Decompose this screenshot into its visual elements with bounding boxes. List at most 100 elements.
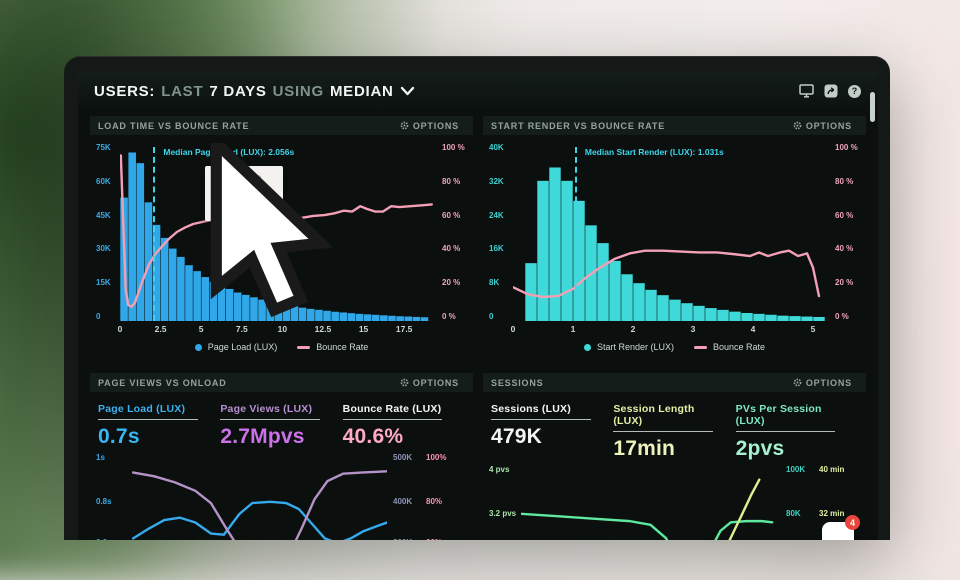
panel-sessions-header: SESSIONS OPTIONS <box>483 373 866 392</box>
panel-start-render-header: START RENDER VS BOUNCE RATE OPTIONS <box>483 116 866 135</box>
axis-tick: 7.5 <box>236 324 248 334</box>
axis-tick: 40 % <box>835 244 866 253</box>
axis-tick: 20 % <box>835 278 866 287</box>
axis-tick: 1s <box>96 453 105 462</box>
title-last: LAST <box>161 83 203 100</box>
gear-icon <box>400 378 409 387</box>
axis-tick: 5 <box>811 324 816 334</box>
options-label: OPTIONS <box>806 378 852 388</box>
axis-tick: 1 <box>571 324 576 334</box>
kpi-value: 40.6% <box>343 425 451 449</box>
axis-tick: 100 % <box>835 143 866 152</box>
kpi-underline <box>220 419 320 420</box>
axis-tick: 4 <box>751 324 756 334</box>
legend-item-bounce-rate[interactable]: Bounce Rate <box>297 342 368 352</box>
kpi-value: 479K <box>491 425 599 449</box>
options-label: OPTIONS <box>413 121 459 131</box>
kpi-label: PVs Per Session (LUX) <box>736 403 844 427</box>
legend-item-page-load[interactable]: Page Load (LUX) <box>195 342 278 352</box>
axis-tick: 16K <box>489 244 504 253</box>
kpi-bounce-rate: Bounce Rate (LUX) 40.6% <box>343 403 465 449</box>
kpi-page-views: Page Views (LUX) 2.7Mpvs <box>220 403 342 449</box>
legend: Start Render (LUX) Bounce Rate <box>483 337 866 357</box>
axis-tick: 80K <box>786 509 810 518</box>
page-views-lines-svg <box>128 453 387 540</box>
share-icon[interactable] <box>823 84 838 98</box>
options-button[interactable]: OPTIONS <box>787 120 858 132</box>
laptop-bezel: USERS: LAST 7 DAYS USING MEDIAN <box>64 56 890 540</box>
kpi-row: Page Load (LUX) 0.7s Page Views (LUX) 2.… <box>90 396 473 451</box>
axis-tick: 40 % <box>442 244 473 253</box>
kpi-value: 2pvs <box>736 437 844 461</box>
axis-tick: 0 <box>489 312 493 321</box>
median-label: Median Start Render (LUX): 1.031s <box>585 147 724 157</box>
axis-tick: 100% <box>426 453 446 462</box>
axis-tick: 32K <box>489 177 504 186</box>
axis-tick: 32 min <box>819 509 844 518</box>
kpi-underline <box>736 431 836 432</box>
options-button[interactable]: OPTIONS <box>787 377 858 389</box>
axis-tick: 15 <box>359 324 368 334</box>
axis-tick: 2 <box>631 324 636 334</box>
axis-tick: 0 <box>118 324 123 334</box>
kpi-label: Session Length (LUX) <box>613 403 721 427</box>
y-axis-right: 100 %80 %60 %40 %20 %0 % <box>435 143 473 321</box>
sessions-lines-svg <box>521 465 780 540</box>
legend: Page Load (LUX) Bounce Rate <box>90 337 473 357</box>
title-median: MEDIAN <box>330 83 394 100</box>
display-icon[interactable] <box>799 84 814 98</box>
panel-title: PAGE VIEWS VS ONLOAD <box>98 378 227 388</box>
options-button[interactable]: OPTIONS <box>394 120 465 132</box>
legend-label: Page Load (LUX) <box>208 342 278 352</box>
axis-tick: 40 min <box>819 465 844 474</box>
panel-title: START RENDER VS BOUNCE RATE <box>491 121 665 131</box>
median-line: Median Start Render (LUX): 1.031s <box>575 147 577 321</box>
kpi-value: 0.7s <box>98 425 206 449</box>
scrollbar-thumb[interactable] <box>870 92 875 122</box>
legend-item-bounce-rate[interactable]: Bounce Rate <box>694 342 765 352</box>
plot-area <box>128 453 387 540</box>
axis-tick: 80K 32 min <box>786 509 844 518</box>
axis-tick: 80 % <box>835 177 866 186</box>
legend-item-start-render[interactable]: Start Render (LUX) <box>584 342 674 352</box>
panel-page-views: PAGE VIEWS VS ONLOAD OPTIONS Page Load (… <box>90 373 473 540</box>
axis-tick: 80 % <box>442 177 473 186</box>
axis-tick: 20 % <box>442 278 473 287</box>
kpi-underline <box>613 431 713 432</box>
panel-page-views-header: PAGE VIEWS VS ONLOAD OPTIONS <box>90 373 473 392</box>
title-users: USERS: <box>94 83 155 100</box>
panel-load-time-header: LOAD TIME VS BOUNCE RATE OPTIONS <box>90 116 473 135</box>
title-using: USING <box>273 83 324 100</box>
help-icon[interactable]: ? <box>847 84 862 98</box>
axis-tick: 100K <box>786 465 810 474</box>
legend-label: Start Render (LUX) <box>597 342 674 352</box>
axis-tick: 30K <box>96 244 111 253</box>
axis-tick: 400K <box>393 497 417 506</box>
chevron-down-icon <box>400 85 415 97</box>
axis-tick: 0 % <box>442 312 473 321</box>
panel-sessions: SESSIONS OPTIONS Sessions (LUX) 479K <box>483 373 866 540</box>
kpi-session-length: Session Length (LUX) 17min <box>613 403 735 461</box>
y-axis-right: 100 %80 %60 %40 %20 %0 % <box>828 143 866 321</box>
start-render-bars-svg <box>513 143 828 321</box>
axis-tick: 0.8s <box>96 497 112 506</box>
chat-launcher[interactable]: 4 <box>822 522 854 540</box>
legend-line <box>297 346 310 349</box>
users-range-dropdown[interactable]: USERS: LAST 7 DAYS USING MEDIAN <box>94 83 415 100</box>
axis-tick: 10 <box>278 324 287 334</box>
options-button[interactable]: OPTIONS <box>394 377 465 389</box>
title-7days: 7 DAYS <box>209 83 266 100</box>
kpi-label: Page Load (LUX) <box>98 403 206 415</box>
panel-title: SESSIONS <box>491 378 544 388</box>
axis-tick: 8K <box>489 278 499 287</box>
axis-tick: 60 % <box>442 211 473 220</box>
dashboard-screen: USERS: LAST 7 DAYS USING MEDIAN <box>78 72 878 540</box>
kpi-page-load: Page Load (LUX) 0.7s <box>98 403 220 449</box>
